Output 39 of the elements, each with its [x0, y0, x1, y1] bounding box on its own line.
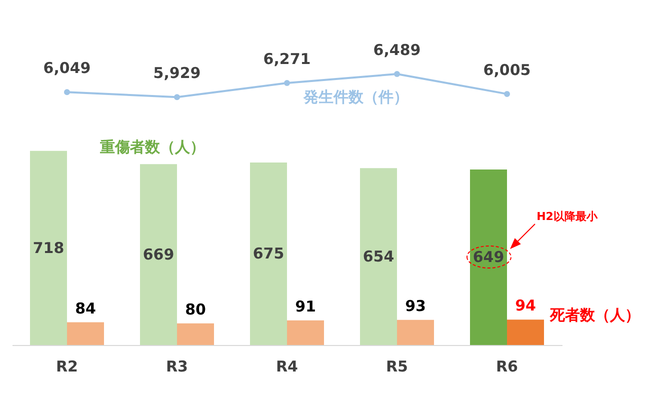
bar [397, 320, 434, 345]
series-label: 重傷者数（人） [99, 138, 205, 156]
data-label: 91 [295, 297, 316, 316]
x-tick-label: R3 [166, 358, 188, 376]
series-label: 死者数（人） [549, 306, 640, 324]
data-label: 6,271 [263, 50, 311, 68]
point [504, 90, 510, 97]
point [64, 89, 70, 96]
bar [67, 322, 104, 345]
data-label: 84 [75, 299, 96, 318]
bar [177, 323, 214, 345]
data-label: 93 [405, 296, 426, 315]
x-tick-label: R2 [56, 358, 78, 376]
x-tick-label: R5 [386, 358, 408, 376]
data-label: 80 [185, 300, 206, 318]
data-label: 6,005 [483, 60, 531, 79]
data-label: 669 [142, 246, 174, 264]
data-label: 94 [515, 296, 536, 315]
data-label: 6,489 [373, 41, 421, 59]
data-label: 5,929 [153, 64, 201, 82]
bar [30, 150, 67, 345]
data-label: 675 [252, 244, 284, 263]
bar [250, 162, 287, 345]
data-label: 718 [32, 238, 64, 257]
data-label: 649 [472, 248, 504, 266]
series-label: 発生件数（件） [302, 88, 408, 106]
data-label: 6,049 [43, 59, 91, 78]
data-label: 654 [362, 248, 394, 266]
bar [360, 168, 397, 345]
bar [470, 169, 507, 345]
point [174, 94, 180, 100]
annotation: H2以降最小 [536, 210, 598, 223]
point [284, 80, 290, 86]
x-tick-label: R6 [496, 358, 518, 376]
bar [140, 164, 177, 345]
point [394, 71, 400, 77]
x-tick-label: R4 [276, 358, 298, 376]
bar [507, 320, 544, 345]
bar [287, 320, 324, 345]
